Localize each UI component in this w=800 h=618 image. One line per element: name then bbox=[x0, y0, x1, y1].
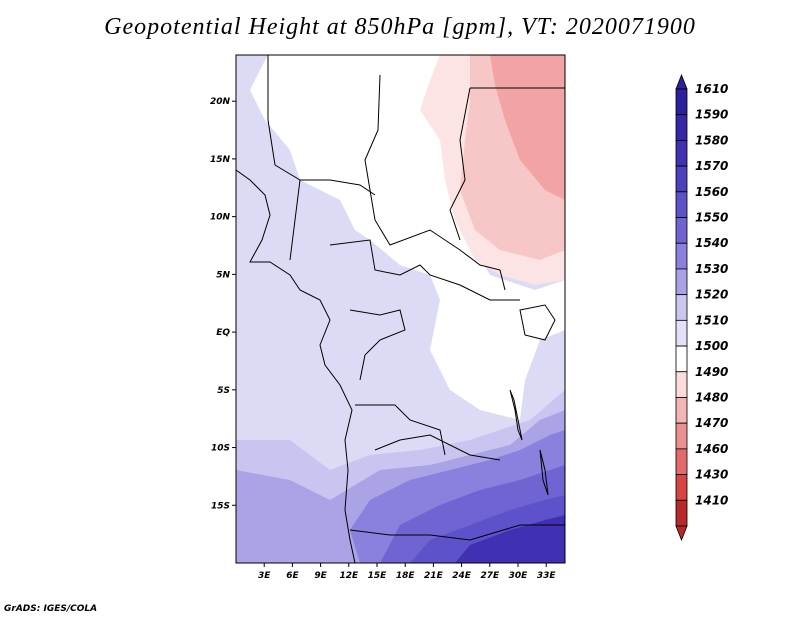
colorbar: 1610 1590 1580 1570 1560 1550 1540 1530 1520 1510… bbox=[675, 73, 728, 542]
y-tick-label: 5N bbox=[216, 270, 230, 280]
x-tick-label: 9E bbox=[314, 571, 327, 581]
chart-title: Geopotential Height at 850hPa [gpm], VT:… bbox=[104, 14, 696, 40]
colorbar-label: 1510 bbox=[695, 313, 728, 327]
colorbar-swatch bbox=[675, 474, 688, 501]
colorbar-label: 1520 bbox=[695, 288, 728, 302]
colorbar-label: 1550 bbox=[695, 211, 728, 225]
colorbar-label: 1560 bbox=[695, 185, 728, 199]
colorbar-swatch bbox=[675, 217, 688, 244]
colorbar-label: 1430 bbox=[695, 468, 728, 482]
border-10 bbox=[349, 524, 565, 541]
colorbar-swatch bbox=[675, 397, 688, 424]
y-tick-label: EQ bbox=[216, 328, 230, 338]
colorbar-swatch bbox=[675, 345, 688, 373]
colorbar-label: 1580 bbox=[695, 133, 728, 147]
map-frame bbox=[235, 54, 566, 564]
grads-credit: GrADS: IGES/COLA bbox=[4, 604, 98, 614]
borders bbox=[236, 55, 565, 563]
colorbar-swatch bbox=[675, 294, 688, 321]
colorbar-label: 1570 bbox=[695, 159, 728, 173]
lake-tanganyika bbox=[509, 389, 523, 441]
y-tick-label: 15N bbox=[210, 155, 231, 165]
colorbar-label: 1590 bbox=[695, 108, 728, 122]
x-tick-label: 15E bbox=[368, 571, 388, 581]
colorbar-label: 1410 bbox=[695, 493, 728, 507]
border-2 bbox=[364, 74, 506, 291]
colorbar-swatch bbox=[675, 165, 688, 193]
x-tick-label: 6E bbox=[286, 571, 299, 581]
x-tick-label: 30E bbox=[509, 571, 529, 581]
colorbar-swatch bbox=[675, 371, 688, 398]
colorbar-top-arrow bbox=[675, 73, 688, 90]
x-tick-label: 33E bbox=[537, 571, 557, 581]
colorbar-swatch bbox=[675, 88, 688, 116]
colorbar-swatch bbox=[675, 191, 688, 218]
map-area bbox=[236, 55, 565, 563]
colorbar-bottom-arrow bbox=[675, 525, 688, 542]
y-axis: 20N 15N 10N 5N EQ 5S 10S 15S bbox=[210, 97, 236, 511]
x-axis: 3E 6E 9E 12E 15E 18E 21E 24E 27E 30E 33E bbox=[258, 563, 556, 581]
colorbar-swatch bbox=[675, 242, 688, 270]
x-tick-label: 12E bbox=[339, 571, 359, 581]
blue-field-6 bbox=[455, 515, 565, 563]
x-tick-label: 3E bbox=[258, 571, 271, 581]
y-tick-label: 10N bbox=[210, 213, 231, 223]
x-tick-label: 24E bbox=[452, 571, 472, 581]
border-4 bbox=[449, 87, 471, 241]
red-field bbox=[490, 55, 565, 200]
colorbar-swatch bbox=[675, 140, 688, 167]
colorbar-label: 1610 bbox=[695, 82, 728, 96]
colorbar-swatch bbox=[675, 268, 688, 296]
colorbar-label: 1490 bbox=[695, 365, 728, 379]
colorbar-label: 1530 bbox=[695, 262, 728, 276]
x-tick-label: 18E bbox=[396, 571, 416, 581]
lake-victoria bbox=[519, 304, 556, 341]
colorbar-label: 1470 bbox=[695, 416, 728, 430]
colorbar-swatch bbox=[675, 499, 688, 527]
colorbar-swatch bbox=[675, 319, 688, 347]
x-tick-label: 27E bbox=[480, 571, 500, 581]
y-tick-label: 10S bbox=[211, 444, 230, 454]
border-6 bbox=[329, 239, 520, 301]
white-field-north bbox=[250, 55, 565, 420]
border-7 bbox=[349, 309, 406, 381]
lake-malawi bbox=[539, 449, 549, 496]
coastline-west bbox=[236, 169, 356, 563]
x-tick-label: 21E bbox=[424, 571, 444, 581]
colorbar-label: 1540 bbox=[695, 236, 728, 250]
colorbar-swatch bbox=[675, 422, 688, 450]
colorbar-swatch bbox=[675, 448, 688, 475]
y-tick-label: 15S bbox=[211, 501, 230, 511]
y-tick-label: 20N bbox=[210, 97, 231, 107]
colorbar-swatch bbox=[675, 114, 688, 141]
border-5 bbox=[289, 179, 301, 261]
border-8 bbox=[355, 404, 446, 456]
border-9 bbox=[374, 434, 501, 461]
y-tick-label: 5S bbox=[217, 386, 230, 396]
colorbar-label: 1500 bbox=[695, 339, 728, 353]
colorbar-label: 1480 bbox=[695, 390, 728, 404]
colorbar-label: 1460 bbox=[695, 442, 728, 456]
